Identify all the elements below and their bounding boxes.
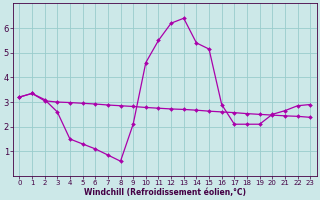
X-axis label: Windchill (Refroidissement éolien,°C): Windchill (Refroidissement éolien,°C): [84, 188, 246, 197]
